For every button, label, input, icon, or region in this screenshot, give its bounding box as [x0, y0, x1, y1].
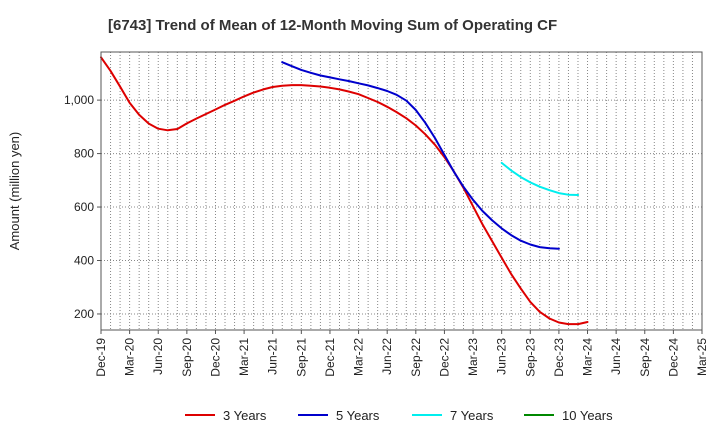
- x-tick-label: Jun-21: [266, 338, 280, 375]
- y-axis-ticks: 200 400 600 800 1,000: [64, 93, 101, 321]
- x-tick-label: Mar-21: [237, 338, 251, 376]
- legend-label-3-years: 3 Years: [223, 408, 267, 423]
- x-tick-label: Sep-24: [638, 338, 652, 377]
- x-tick-label: Dec-19: [94, 338, 108, 377]
- x-tick-label: Mar-24: [581, 338, 595, 376]
- chart-title: [6743] Trend of Mean of 12-Month Moving …: [108, 17, 557, 34]
- legend: 3 Years 5 Years 7 Years 10 Years: [185, 408, 613, 423]
- series-line-5-years: [281, 61, 560, 250]
- plot-area-frame: [100, 51, 703, 331]
- x-tick-label: Jun-22: [380, 338, 394, 375]
- x-tick-label: Dec-21: [323, 338, 337, 377]
- y-tick-label: 600: [74, 200, 94, 214]
- x-tick-label: Mar-23: [466, 338, 480, 376]
- series-line-7-years: [500, 161, 580, 196]
- x-tick-label: Jun-20: [151, 338, 165, 375]
- x-tick-label: Dec-24: [666, 338, 680, 377]
- x-tick-label: Mar-25: [695, 338, 709, 376]
- grid-lines: [101, 52, 702, 330]
- legend-label-5-years: 5 Years: [336, 408, 380, 423]
- y-tick-label: 400: [74, 254, 94, 268]
- x-tick-label: Dec-20: [208, 338, 222, 377]
- x-tick-label: Jun-23: [495, 338, 509, 375]
- y-tick-label: 1,000: [64, 93, 94, 107]
- legend-label-10-years: 10 Years: [562, 408, 613, 423]
- y-axis-title: Amount (million yen): [7, 132, 22, 251]
- x-axis-ticks: Dec-19 Mar-20 Jun-20 Sep-20 Dec-20 Mar-21 Jun-…: [94, 330, 709, 377]
- x-tick-label: Dec-23: [552, 338, 566, 377]
- x-tick-label: Jun-24: [609, 338, 623, 375]
- x-tick-label: Dec-22: [437, 338, 451, 377]
- x-tick-label: Sep-23: [523, 338, 537, 377]
- series-lines: [100, 56, 589, 326]
- x-tick-label: Mar-22: [352, 338, 366, 376]
- series-line-3-years: [100, 56, 589, 326]
- x-tick-label: Mar-20: [123, 338, 137, 376]
- y-tick-label: 200: [74, 307, 94, 321]
- x-tick-label: Sep-22: [409, 338, 423, 377]
- y-tick-label: 800: [74, 147, 94, 161]
- x-tick-label: Sep-20: [180, 338, 194, 377]
- legend-label-7-years: 7 Years: [450, 408, 494, 423]
- x-tick-label: Sep-21: [294, 338, 308, 377]
